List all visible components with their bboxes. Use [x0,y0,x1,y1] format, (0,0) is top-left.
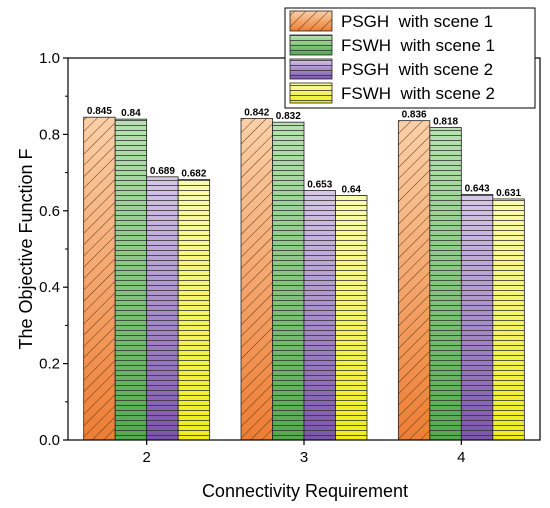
legend: PSGH with scene 1 FSWH with scene 1 PSGH w… [284,7,536,109]
bar-pattern [303,190,336,441]
y-tick-label: 0.8 [39,126,60,143]
y-tick-label: 0.0 [39,432,60,449]
y-axis: 0.0 0.2 0.4 0.6 0.8 1.0 [39,50,68,449]
bar [303,190,336,441]
legend-item: FSWH with scene 1 [289,34,495,56]
y-tick-label: 0.4 [39,279,60,296]
data-label: 0.682 [181,168,206,179]
data-label: 0.845 [87,106,112,117]
y-axis-title: The Objective Function F [16,148,36,349]
data-label: 0.818 [433,117,458,128]
x-tick-label: 3 [300,449,308,466]
legend-item: PSGH with scene 2 [289,58,493,80]
x-axis: 2 3 4 [142,440,466,466]
data-label: 0.631 [496,188,521,199]
data-label: 0.643 [465,183,490,194]
data-label: 0.832 [276,111,301,122]
bar-pattern [460,193,494,441]
x-axis-title: Connectivity Requirement [202,481,408,501]
bar-pattern [83,116,116,441]
bar-pattern [114,118,148,441]
legend-label: PSGH with scene 2 [341,60,493,79]
legend-item: PSGH with scene 1 [289,10,493,32]
bar [492,198,525,441]
y-tick-label: 0.2 [39,356,60,373]
bar-pattern [335,195,368,441]
bar [272,121,305,441]
legend-item: FSWH with scene 2 [289,82,495,104]
bar [460,193,494,441]
bar [397,120,431,441]
bar-pattern [146,176,179,441]
legend-label: FSWH with scene 1 [341,36,495,55]
y-tick-label: 1.0 [39,50,60,67]
legend-swatch-pattern [289,34,333,56]
bar [83,116,116,441]
legend-swatch-pattern [289,82,333,104]
legend-label: FSWH with scene 2 [341,84,495,103]
data-label: 0.689 [150,166,175,177]
legend-swatch-pattern [289,58,333,80]
data-label: 0.84 [121,108,141,119]
data-label: 0.64 [342,185,362,196]
bars-group [83,116,525,441]
legend-label: PSGH with scene 1 [341,12,493,31]
bar-pattern [272,121,305,441]
data-labels-group: 0.845 0.84 0.689 0.682 0.842 0.832 0.653 0.64 0.… [87,106,522,199]
legend-swatch-pattern [289,10,333,32]
bar-pattern [240,117,273,441]
bar-pattern [429,127,462,441]
bar-pattern [492,198,525,441]
bar [114,118,148,441]
bar [335,195,368,441]
bar [240,117,273,441]
y-tick-label: 0.6 [39,203,60,220]
bar-pattern [177,179,211,441]
bar [429,127,462,441]
data-label: 0.836 [402,110,427,121]
bar [177,179,211,441]
x-tick-label: 2 [142,449,150,466]
bar [146,176,179,441]
data-label: 0.653 [307,180,332,191]
bar-pattern [397,120,431,441]
x-tick-label: 4 [457,449,465,466]
data-label: 0.842 [244,107,269,118]
